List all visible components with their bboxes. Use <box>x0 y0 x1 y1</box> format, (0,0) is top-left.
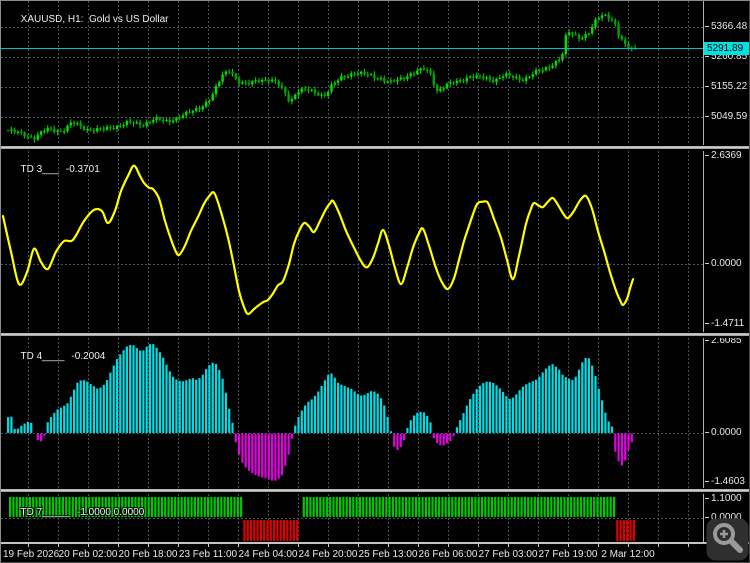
time-label: 24 Feb 04:00 <box>238 549 298 560</box>
td4-label: TD 4____ -0.2004 <box>4 340 106 373</box>
td3-value: -0.3701 <box>65 164 100 175</box>
time-label: 25 Feb 13:00 <box>358 549 418 560</box>
time-tick <box>688 544 689 547</box>
time-tick <box>658 544 659 547</box>
td3-name: TD 3___ <box>20 164 59 175</box>
zoom-button[interactable] <box>706 518 749 561</box>
td4-positive-bars <box>7 344 614 433</box>
chart-title-text: XAUUSD, H1: Gold vs US Dollar <box>20 14 169 25</box>
scale-label: 5049.59 <box>705 112 747 122</box>
td3-line <box>1 164 635 316</box>
time-tick <box>508 544 509 547</box>
time-tick <box>628 544 629 547</box>
time-tick <box>148 544 149 547</box>
td7-negative-bars <box>243 520 635 541</box>
td7-name: TD 7_____ <box>20 507 70 518</box>
scale-label: 0.0000 <box>705 259 742 269</box>
td4-value: -0.2004 <box>71 351 106 362</box>
chart-title-label: XAUUSD, H1: Gold vs US Dollar <box>4 3 169 36</box>
time-label: 27 Feb 03:00 <box>478 549 538 560</box>
time-tick <box>298 544 299 547</box>
scale-label: 5260.85 <box>705 52 747 62</box>
td7-label: TD 7_____ -1.0000 0.0000 <box>4 496 145 529</box>
scale-label: -1.4711 <box>705 319 744 329</box>
scale-label: 0.0000 <box>705 513 742 523</box>
td4-name: TD 4____ <box>20 351 65 362</box>
scale-label: 0.0000 <box>705 428 742 438</box>
scale-label: 1.1000 <box>705 494 742 504</box>
td4-chart-canvas[interactable] <box>1 338 703 488</box>
panel-splitter-3[interactable] <box>1 488 749 494</box>
price-scale[interactable]: 5366.48 5260.85 5155.22 5049.59 2.6369 0.0000… <box>703 1 749 544</box>
panel-splitter-1[interactable] <box>1 145 749 151</box>
td4-panel[interactable]: TD 4____ -0.2004 <box>1 338 703 488</box>
scale-label: 2.6369 <box>705 150 742 161</box>
time-axis[interactable]: 19 Feb 2026 20 Feb 02:00 20 Feb 18:00 23 Fe… <box>1 544 749 562</box>
td3-panel[interactable]: TD 3___ -0.3701 <box>1 151 703 332</box>
magnifier-plus-icon <box>706 518 749 561</box>
time-tick <box>118 544 119 547</box>
scale-label: 2.6085 <box>705 335 742 346</box>
time-label: 19 Feb 2026 <box>3 549 60 560</box>
time-tick <box>328 544 329 547</box>
time-label: 24 Feb 20:00 <box>298 549 358 560</box>
time-tick <box>478 544 479 547</box>
price-chart-canvas[interactable] <box>1 1 703 145</box>
time-tick <box>178 544 179 547</box>
candlesticks <box>6 11 637 143</box>
current-price-badge: 5291.89 <box>704 42 749 55</box>
td3-chart-canvas[interactable] <box>1 151 703 332</box>
td7-panel[interactable]: TD 7_____ -1.0000 0.0000 <box>1 494 703 542</box>
time-tick <box>538 544 539 547</box>
td7-value: -1.0000 0.0000 <box>76 507 145 518</box>
td4-negative-bars <box>36 433 633 481</box>
time-label: 23 Feb 11:00 <box>178 549 238 560</box>
time-label: 26 Feb 06:00 <box>418 549 478 560</box>
time-tick <box>358 544 359 547</box>
time-label: 2 Mar 12:00 <box>601 549 655 560</box>
time-tick <box>568 544 569 547</box>
time-tick <box>448 544 449 547</box>
td3-label: TD 3___ -0.3701 <box>4 153 100 186</box>
axis-border <box>1 542 749 544</box>
time-tick <box>268 544 269 547</box>
scale-label: 5366.48 <box>705 22 747 32</box>
time-tick <box>28 544 29 547</box>
time-tick <box>388 544 389 547</box>
td7-chart-canvas[interactable] <box>1 494 703 542</box>
time-tick <box>88 544 89 547</box>
time-tick <box>58 544 59 547</box>
panel-splitter-2[interactable] <box>1 332 749 338</box>
time-tick <box>418 544 419 547</box>
scale-label: 5155.22 <box>705 82 747 92</box>
scale-label: -1.4603 <box>705 477 745 487</box>
time-tick <box>598 544 599 547</box>
price-panel[interactable]: XAUUSD, H1: Gold vs US Dollar <box>1 1 703 145</box>
time-label: 20 Feb 18:00 <box>118 549 178 560</box>
time-tick <box>208 544 209 547</box>
time-tick <box>238 544 239 547</box>
time-label: 20 Feb 02:00 <box>58 549 118 560</box>
time-label: 27 Feb 19:00 <box>538 549 598 560</box>
td7-positive-bars <box>9 497 616 517</box>
